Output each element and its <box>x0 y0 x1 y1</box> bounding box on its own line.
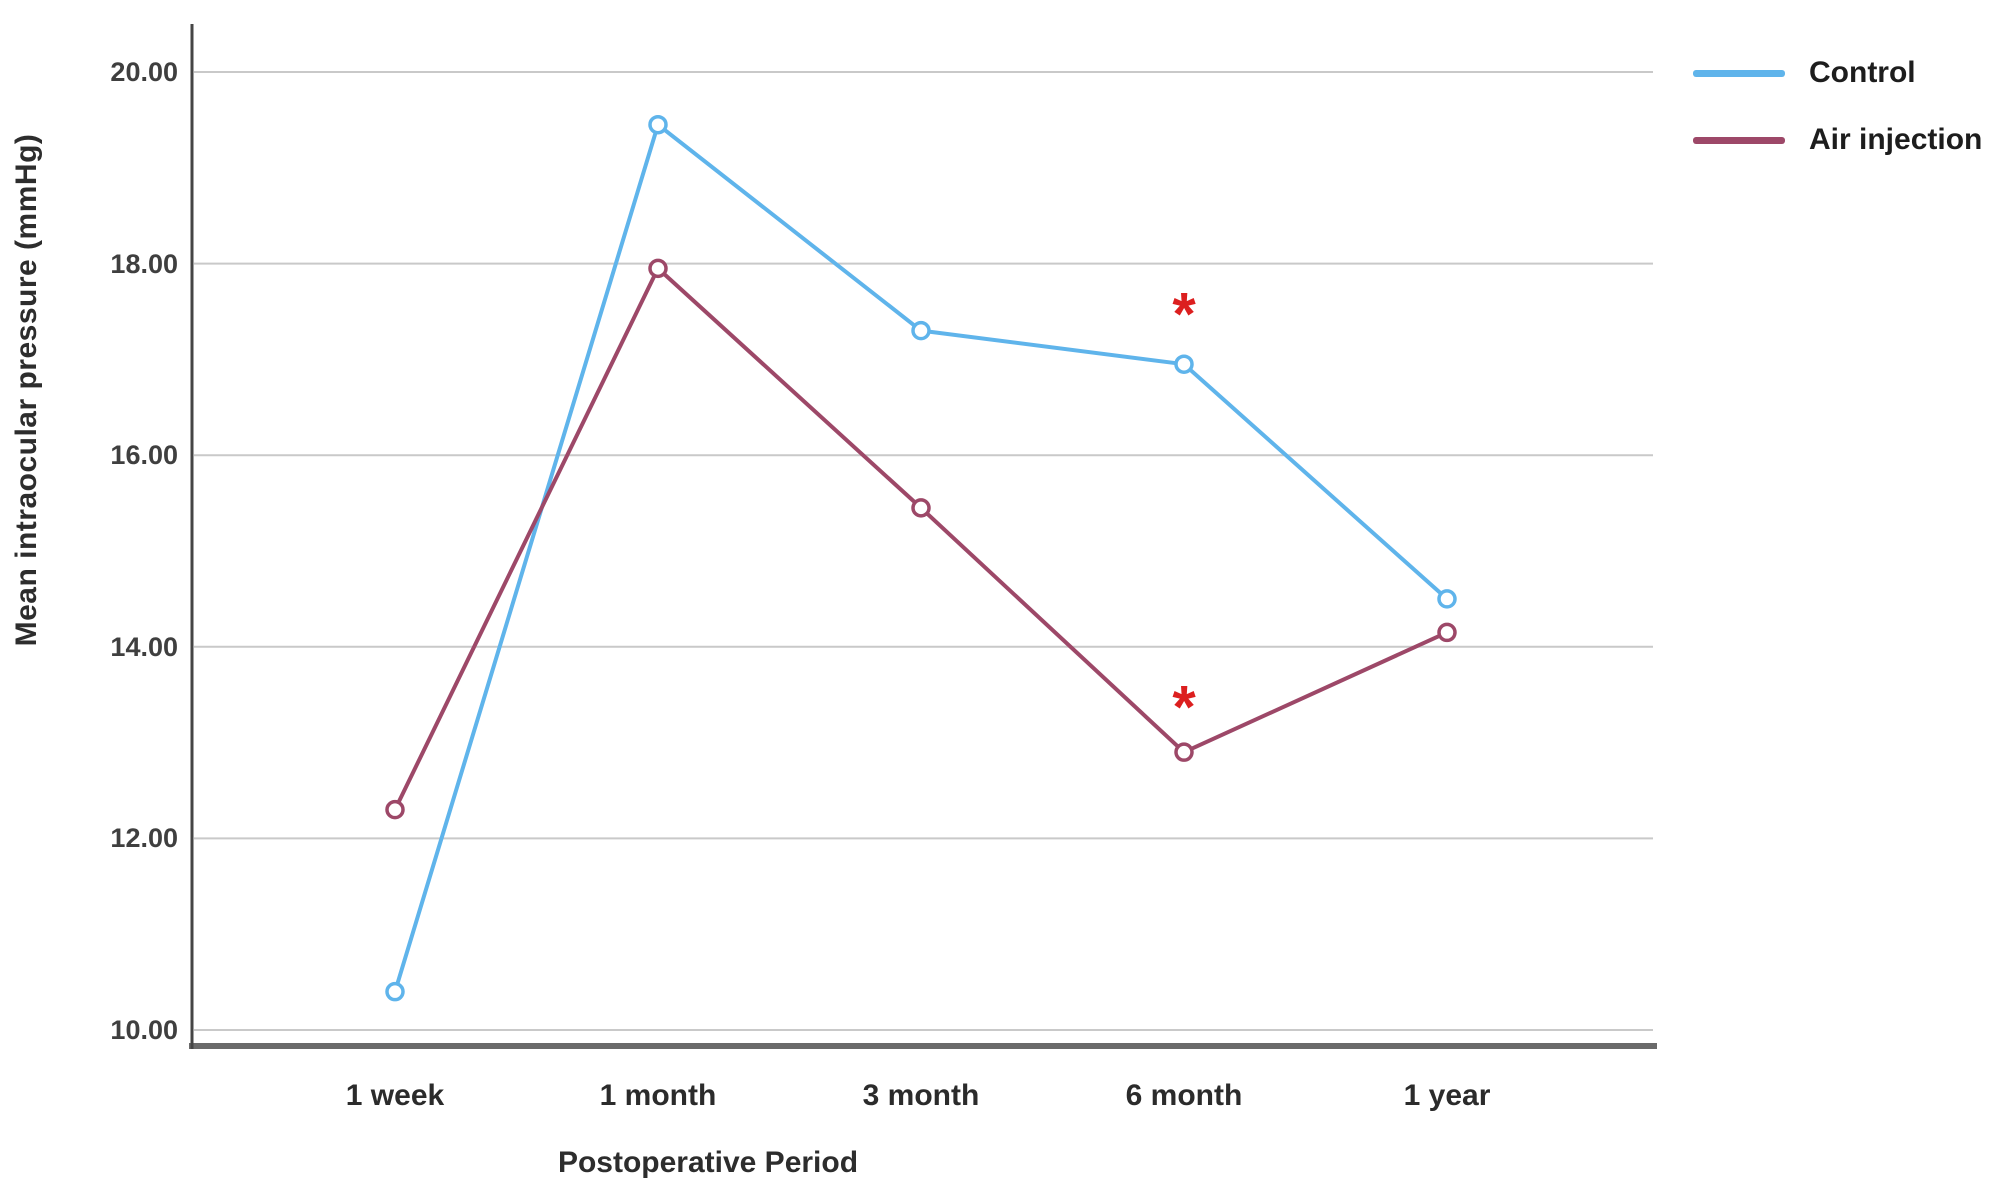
y-tick-label: 12.00 <box>110 823 178 854</box>
legend-label-air-injection: Air injection <box>1809 123 1983 156</box>
x-tick-label: 3 month <box>862 1079 980 1112</box>
x-axis-title: Postoperative Period <box>557 1146 859 1179</box>
data-point-marker <box>1174 354 1194 374</box>
data-point-marker <box>911 498 931 518</box>
data-point-marker <box>385 981 405 1002</box>
significance-asterisk: * <box>1172 281 1196 348</box>
y-tick-label: 10.00 <box>110 1015 178 1045</box>
x-tick-label: 1 year <box>1403 1079 1491 1112</box>
data-point-marker <box>648 258 668 279</box>
legend-item-control: Control <box>1693 52 1982 94</box>
legend-label-control: Control <box>1809 56 1916 89</box>
y-axis-title: Mean intraocular pressure (mmHg) <box>10 133 43 647</box>
data-point-marker <box>385 799 405 820</box>
series-line <box>393 122 1449 994</box>
x-tick-label: 6 month <box>1125 1079 1243 1112</box>
data-point-marker <box>1437 622 1457 643</box>
data-point-marker <box>911 320 931 341</box>
series-line <box>393 266 1449 812</box>
legend-item-air-injection: Air injection <box>1693 119 1982 161</box>
data-point-marker <box>1174 742 1194 762</box>
x-tick-label: 1 week <box>345 1079 445 1112</box>
y-tick-label: 16.00 <box>110 440 178 471</box>
x-tick-label: 1 month <box>599 1079 717 1112</box>
significance-asterisk: * <box>1172 673 1196 740</box>
y-tick-label: 20.00 <box>110 57 178 87</box>
legend-swatch-control <box>1693 69 1785 77</box>
legend: Control Air injection <box>1693 52 1982 186</box>
y-tick-label: 14.00 <box>110 631 178 662</box>
data-point-marker <box>1437 589 1457 609</box>
y-tick-label: 18.00 <box>110 248 178 279</box>
data-point-marker <box>648 114 668 135</box>
legend-swatch-air-injection <box>1693 136 1785 144</box>
